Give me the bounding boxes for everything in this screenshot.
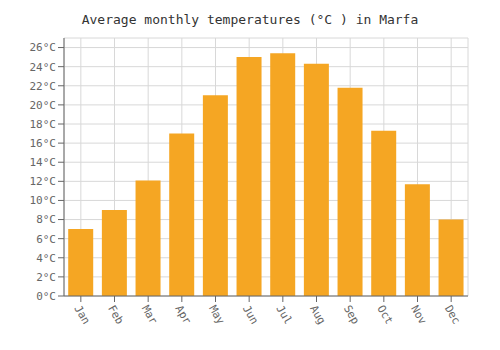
svg-text:Aug: Aug	[307, 303, 328, 327]
svg-text:Apr: Apr	[172, 303, 193, 327]
svg-text:8°C: 8°C	[36, 213, 56, 226]
svg-text:Feb: Feb	[105, 303, 126, 327]
svg-text:6°C: 6°C	[36, 233, 56, 246]
svg-text:0°C: 0°C	[36, 290, 56, 303]
svg-text:20°C: 20°C	[30, 99, 57, 112]
svg-text:14°C: 14°C	[30, 156, 57, 169]
svg-text:26°C: 26°C	[30, 41, 57, 54]
svg-text:10°C: 10°C	[30, 194, 57, 207]
svg-text:18°C: 18°C	[30, 118, 57, 131]
svg-text:Dec: Dec	[442, 303, 463, 327]
svg-text:16°C: 16°C	[30, 137, 57, 150]
html-text:Average monthly temperatures (: Average monthly temperatures (°C ) in Ma…	[81, 12, 419, 27]
svg-text:4°C: 4°C	[36, 252, 56, 265]
svg-text:Mar: Mar	[139, 303, 160, 327]
svg-text:12°C: 12°C	[30, 175, 57, 188]
svg-text:2°C: 2°C	[36, 271, 56, 284]
svg-text:24°C: 24°C	[30, 61, 57, 74]
svg-text:Oct: Oct	[374, 303, 395, 327]
svg-text:Sep: Sep	[341, 303, 362, 327]
svg-text:Nov: Nov	[408, 303, 429, 327]
svg-text:22°C: 22°C	[30, 80, 57, 93]
svg-text:Jan: Jan	[71, 303, 92, 327]
svg-text:Jul: Jul	[273, 303, 294, 327]
svg-text:May: May	[206, 303, 227, 327]
svg-text:Jun: Jun	[240, 303, 261, 327]
